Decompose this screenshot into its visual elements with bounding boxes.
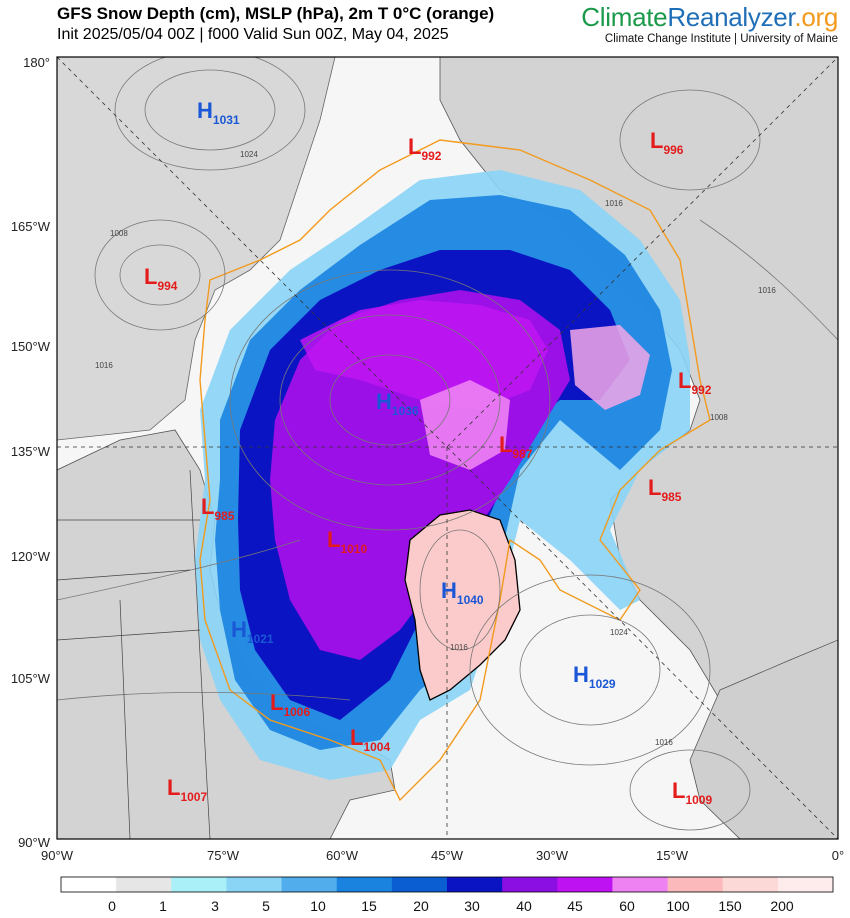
brand-logo-part-org: .org	[794, 2, 838, 32]
legend-swatch	[722, 877, 779, 892]
legend-label: 1	[159, 898, 167, 914]
isobar-value-labels: 1024 1008 1016 1016 1016 1008 1024 1016 1016	[95, 150, 776, 747]
high-pressure-center: H1040	[441, 578, 484, 607]
left-tick-label: 135°W	[11, 444, 51, 459]
low-pressure-center: L1010	[327, 527, 367, 556]
low-pressure-center: L1009	[672, 778, 712, 807]
political-boundaries	[57, 469, 211, 839]
legend-label: 5	[262, 898, 270, 914]
isobar-label: 1016	[450, 643, 468, 652]
bottom-tick-label: 90°W	[41, 848, 74, 863]
bottom-tick-label: 75°W	[207, 848, 240, 863]
legend-label: 30	[464, 898, 480, 914]
chart-subtitle: Init 2025/05/04 00Z | f000 Valid Sun 00Z…	[57, 26, 449, 43]
low-pressure-center: L992	[678, 368, 712, 397]
graticule	[57, 57, 838, 839]
legend-label: 0	[108, 898, 116, 914]
isobar-label: 1008	[110, 229, 128, 238]
low-pressure-center: L994	[144, 264, 178, 293]
legend-swatch	[502, 877, 558, 892]
left-tick-label: 165°W	[11, 219, 51, 234]
legend-label: 60	[619, 898, 635, 914]
high-pressure-center: H1031	[197, 98, 240, 127]
isobar-label: 1024	[240, 150, 258, 159]
left-tick-label: 120°W	[11, 549, 51, 564]
legend-label: 15	[361, 898, 377, 914]
legend-label: 100	[666, 898, 690, 914]
legend-swatch	[667, 877, 724, 892]
legend-label: 3	[211, 898, 219, 914]
legend-swatch	[281, 877, 338, 892]
brand-logo-part-reanalyzer: Reanalyzer	[667, 2, 795, 32]
isobars	[57, 57, 838, 831]
high-pressure-center: H1029	[573, 662, 616, 691]
bottom-tick-label: 15°W	[656, 848, 689, 863]
brand-tagline: Climate Change Institute | University of…	[604, 33, 838, 45]
map-frame	[56, 56, 839, 840]
legend-label: 45	[567, 898, 583, 914]
low-pressure-center: L996	[650, 128, 684, 157]
isobar-label: 1016	[655, 738, 673, 747]
isobar-label: 1016	[605, 199, 623, 208]
isotherm-0c-line	[199, 139, 711, 802]
isobar-label: 1008	[710, 413, 728, 422]
color-legend: 0 1 3 5 10 15 20 30 40 45 60 100 150 200	[60, 876, 834, 914]
isobar-label: 1016	[95, 361, 113, 370]
land-scandinavia-east	[689, 639, 838, 839]
legend-swatch	[612, 877, 669, 892]
map-layers	[57, 57, 838, 839]
snow-scandinavia-pink	[570, 325, 650, 410]
legend-swatch	[226, 877, 283, 892]
low-pressure-center: L992	[408, 134, 442, 163]
legend-frame	[60, 876, 834, 893]
isobar-label: 1024	[610, 628, 628, 637]
legend-swatch	[391, 877, 448, 892]
legend-label: 200	[770, 898, 794, 914]
brand-logo-part-climate: Climate	[581, 2, 668, 32]
legend-swatch	[777, 877, 834, 892]
legend-swatch	[61, 877, 117, 892]
legend-label: 20	[413, 898, 429, 914]
legend-swatch	[557, 877, 613, 892]
bottom-tick-label: 60°W	[326, 848, 359, 863]
low-pressure-center: L985	[201, 494, 235, 523]
legend-label: 10	[310, 898, 326, 914]
high-pressure-center: H1036	[376, 389, 419, 418]
snow-violet	[300, 300, 548, 410]
left-tick-label: 150°W	[11, 339, 51, 354]
bottom-tick-label: 0°	[832, 848, 844, 863]
low-pressure-center: L985	[648, 475, 682, 504]
snow-greenland	[404, 509, 521, 701]
high-pressure-center: H1021	[231, 617, 274, 646]
left-tick-label: 105°W	[11, 671, 51, 686]
bottom-tick-label: 45°W	[431, 848, 464, 863]
left-tick-label: 180°	[23, 55, 50, 70]
legend-label: 40	[516, 898, 532, 914]
bottom-tick-label: 30°W	[536, 848, 569, 863]
low-pressure-center: L987	[499, 432, 533, 461]
low-pressure-center: L1006	[270, 690, 310, 719]
isobar-label: 1016	[758, 286, 776, 295]
legend-swatch	[171, 877, 227, 892]
chart-title: GFS Snow Depth (cm), MSLP (hPa), 2m T 0°…	[57, 4, 495, 23]
low-pressure-center: L1004	[350, 725, 390, 754]
land-alaska-siberia	[57, 57, 336, 441]
brand-block[interactable]: ClimateReanalyzer.org Climate Change Ins…	[581, 3, 838, 45]
legend-swatch	[336, 877, 393, 892]
left-tick-label: 90°W	[18, 835, 51, 850]
pressure-centers: H1031 L992 L996 L994 H1036 L992 L987 L985 L985 L1…	[144, 98, 712, 807]
brand-logo[interactable]: ClimateReanalyzer.org	[581, 3, 838, 31]
low-pressure-center: L1007	[167, 775, 207, 804]
left-axis-ticks: 180° 165°W 150°W 135°W 120°W 105°W 90°W	[11, 55, 51, 850]
legend-swatch	[116, 877, 172, 892]
bottom-axis-ticks: 90°W 75°W 60°W 45°W 30°W 15°W 0°	[41, 848, 844, 863]
snow-pink	[420, 380, 510, 470]
legend-label: 150	[718, 898, 742, 914]
legend-swatch	[447, 877, 503, 892]
